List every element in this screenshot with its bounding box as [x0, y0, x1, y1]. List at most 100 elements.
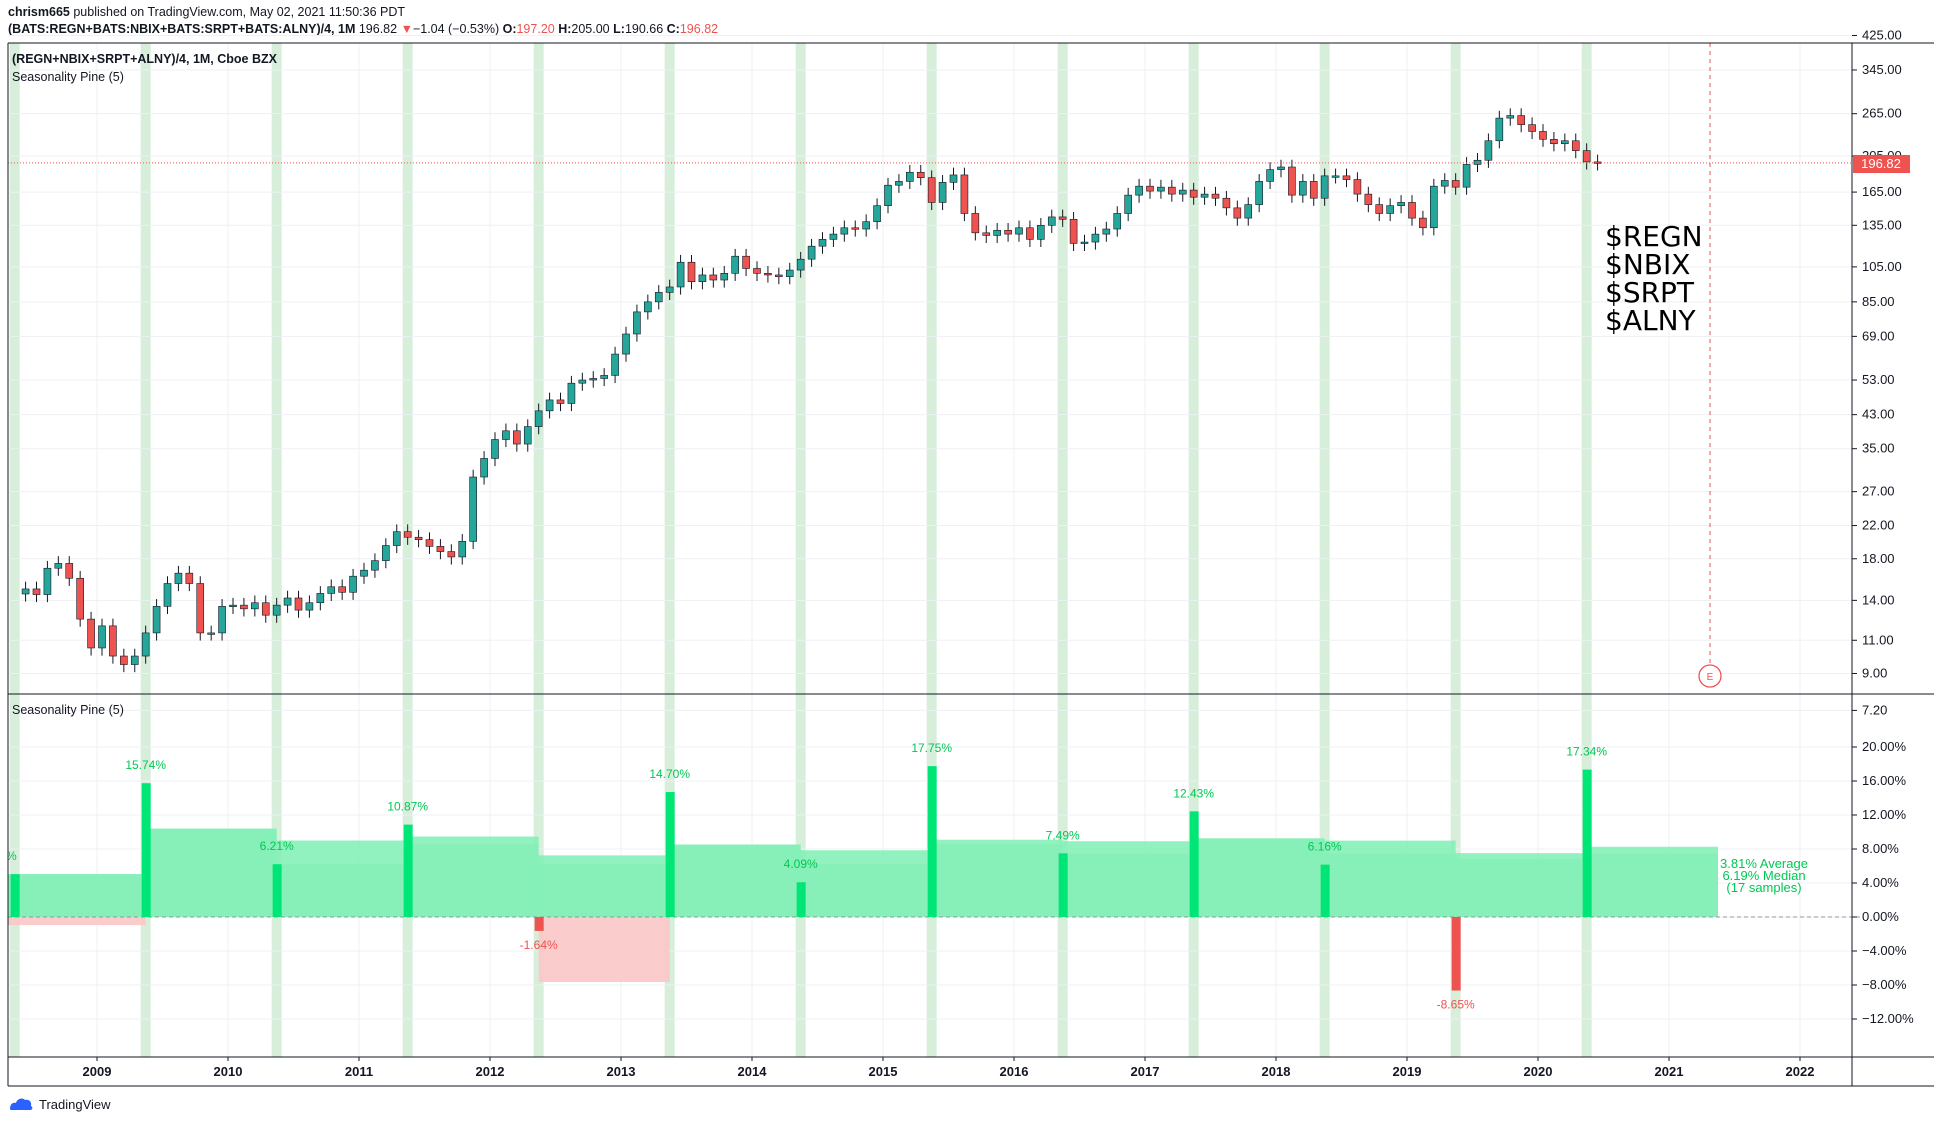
seasonality-bar-label: 7.49% [1046, 828, 1080, 842]
seasonality-band [1581, 43, 1592, 1057]
candle-body [1047, 216, 1056, 226]
seasonality-bar [1320, 864, 1330, 917]
earnings-marker[interactable] [1698, 664, 1722, 688]
candle-body [491, 439, 499, 459]
candle-body [556, 399, 565, 404]
candle-body [534, 410, 543, 427]
seasonality-band [271, 43, 282, 1057]
candle-body [76, 577, 84, 620]
candle-body [1069, 218, 1078, 244]
price-tick-label: 165.00 [1862, 184, 1902, 199]
time-tick-label: 2012 [476, 1064, 505, 1079]
percent-tick-label: 20.00% [1862, 739, 1907, 754]
seasonality-median: 6.19% Median [1722, 868, 1805, 883]
earnings-marker-label: E [1707, 672, 1714, 683]
footer: TradingView [8, 1096, 111, 1112]
candle-body [589, 378, 598, 381]
candle-body [54, 563, 63, 569]
last-price-badge [1853, 155, 1910, 173]
price-tick-label: 135.00 [1862, 217, 1902, 232]
candle-body [414, 536, 423, 540]
price-tick-label: 7.20 [1862, 702, 1887, 717]
candle-body [207, 632, 215, 635]
candle-body [545, 399, 554, 412]
seasonality-band [926, 43, 937, 1057]
seasonality-bar-label: 17.34% [1566, 745, 1607, 759]
close-label: C: [666, 22, 680, 36]
candle-body [1026, 227, 1034, 240]
seasonality-band [1450, 43, 1461, 1057]
candle-body [305, 602, 314, 611]
seasonality-bar-label: 10.87% [387, 800, 428, 814]
candle-body [1178, 189, 1187, 195]
candle-body [240, 604, 248, 610]
candle-body [1386, 205, 1394, 214]
candle-body [1582, 150, 1591, 163]
time-tick-label: 2022 [1786, 1064, 1815, 1079]
candle-body [1419, 217, 1427, 229]
candle-body [98, 625, 106, 649]
seasonality-bar [141, 783, 151, 917]
candle-body [43, 567, 52, 595]
author-name[interactable]: chrism665 [8, 5, 70, 19]
high-label: H: [558, 22, 572, 36]
candle-body [87, 618, 95, 649]
candle-body [1375, 204, 1384, 214]
candle-body [21, 588, 30, 595]
candle-body [731, 255, 739, 274]
seasonality-bands [9, 43, 1592, 1057]
high-value: 205.00 [571, 22, 610, 36]
candle-body [949, 174, 958, 183]
price-tick-label: 9.00 [1862, 665, 1887, 680]
candle-body [1430, 185, 1438, 229]
price-tick-label: 105.00 [1862, 259, 1902, 274]
candle-body [709, 274, 718, 281]
candle-body [261, 602, 270, 616]
candle-body [982, 232, 991, 236]
candle-body [283, 597, 292, 606]
seasonality-band [664, 43, 675, 1057]
time-tick-label: 2017 [1131, 1064, 1160, 1079]
candle-body [775, 274, 783, 277]
seasonality-bar [272, 864, 282, 917]
candle-body [1004, 229, 1012, 235]
candle-body [1451, 180, 1460, 188]
candle-body [174, 572, 183, 584]
candle-body [884, 184, 892, 206]
candle-body [764, 273, 772, 276]
price-tick-label: 14.00 [1862, 592, 1895, 607]
candle-body [338, 586, 346, 593]
candle-body [1255, 181, 1263, 205]
candle-body [1277, 166, 1285, 170]
candle-body [403, 531, 412, 538]
candle-body [1408, 202, 1416, 219]
candle-body [927, 177, 936, 203]
candle-body [1113, 213, 1122, 230]
ticker-srpt: $SRPT [1605, 276, 1695, 309]
candle-body [513, 430, 521, 445]
seasonality-bar [1582, 769, 1592, 917]
time-tick-label: 2009 [83, 1064, 112, 1079]
candle-body [1233, 207, 1242, 219]
candle-body [32, 588, 41, 595]
seasonality-bar-label: 6.21% [260, 839, 294, 853]
candle-body [742, 255, 750, 269]
candle-body [360, 569, 368, 577]
price-tick-label: 35.00 [1862, 441, 1895, 456]
candle-body [1299, 181, 1307, 196]
seasonality-bar [403, 824, 413, 917]
price-axis: 425.00345.00265.00205.00165.00135.00105.… [1852, 28, 1902, 717]
candle-body [829, 233, 838, 240]
candle-body [1058, 216, 1067, 220]
open-label: O: [502, 22, 517, 36]
candle-body [633, 311, 641, 335]
candle-body [1320, 175, 1329, 199]
candle-body [109, 625, 117, 657]
tradingview-brand[interactable]: TradingView [39, 1096, 111, 1112]
seasonality-bar-label: 4.09% [784, 857, 818, 871]
candle-body [1080, 241, 1089, 244]
candle-body [1473, 159, 1482, 165]
candle-body [1462, 164, 1471, 188]
